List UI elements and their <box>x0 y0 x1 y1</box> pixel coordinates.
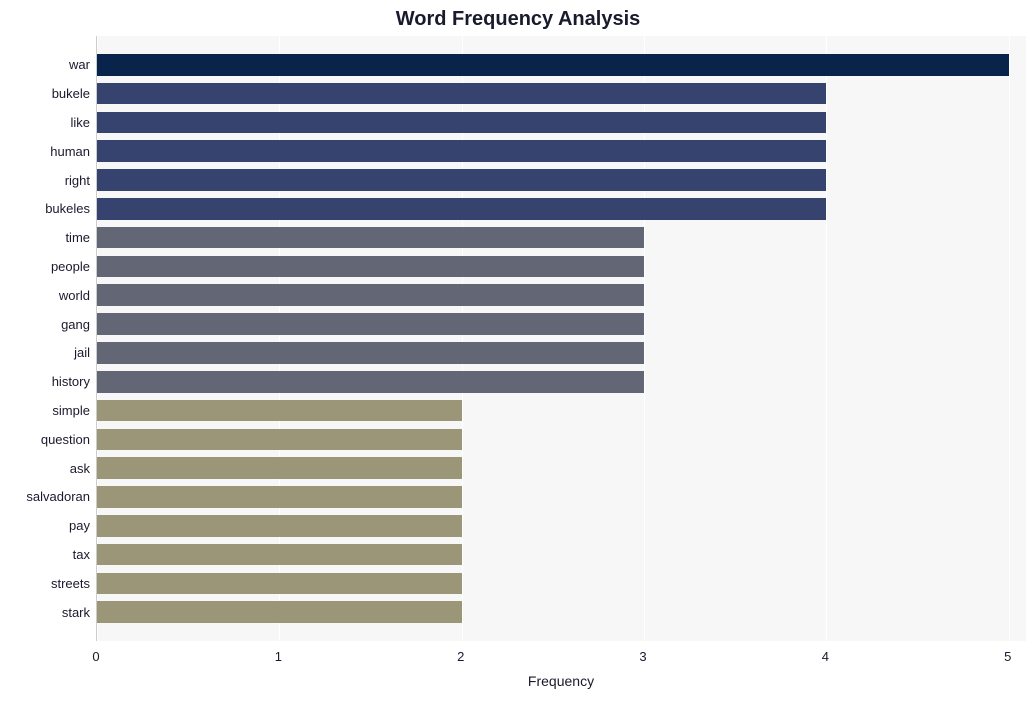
y-tick-label: human <box>50 144 90 159</box>
y-tick-label: streets <box>51 576 90 591</box>
x-tick-label: 4 <box>822 649 829 664</box>
x-tick-label: 3 <box>639 649 646 664</box>
x-tick-label: 0 <box>92 649 99 664</box>
y-tick-label: jail <box>74 345 90 360</box>
plot-area <box>96 36 1026 641</box>
bar <box>97 256 644 278</box>
y-tick-label: right <box>65 173 90 188</box>
bar <box>97 169 826 191</box>
y-tick-label: bukeles <box>45 201 90 216</box>
y-tick-label: question <box>41 432 90 447</box>
bar <box>97 371 644 393</box>
y-tick-label: stark <box>62 605 90 620</box>
bar <box>97 544 462 566</box>
bar <box>97 573 462 595</box>
y-tick-label: people <box>51 259 90 274</box>
x-tick-label: 1 <box>275 649 282 664</box>
y-tick-label: like <box>70 115 90 130</box>
bar <box>97 112 826 134</box>
y-tick-label: world <box>59 288 90 303</box>
word-frequency-chart: Word Frequency Analysis Frequency 0 1 2 3 4 5… <box>0 0 1036 701</box>
y-tick-label: ask <box>70 461 90 476</box>
y-tick-label: tax <box>73 547 90 562</box>
bar <box>97 83 826 105</box>
y-tick-label: history <box>52 374 90 389</box>
bar <box>97 342 644 364</box>
bar <box>97 486 462 508</box>
bar <box>97 198 826 220</box>
gridline <box>1009 36 1010 641</box>
y-tick-label: gang <box>61 317 90 332</box>
bar <box>97 284 644 306</box>
x-tick-label: 5 <box>1004 649 1011 664</box>
y-tick-label: war <box>69 57 90 72</box>
bar <box>97 54 1009 76</box>
y-tick-label: salvadoran <box>26 489 90 504</box>
bar <box>97 400 462 422</box>
bar <box>97 429 462 451</box>
gridline <box>826 36 827 641</box>
bar <box>97 227 644 249</box>
bar <box>97 313 644 335</box>
x-tick-label: 2 <box>457 649 464 664</box>
y-tick-label: bukele <box>52 86 90 101</box>
x-axis-title: Frequency <box>96 673 1026 689</box>
y-tick-label: pay <box>69 518 90 533</box>
bar <box>97 601 462 623</box>
bar <box>97 457 462 479</box>
chart-title: Word Frequency Analysis <box>0 8 1036 31</box>
y-tick-label: simple <box>52 403 90 418</box>
bar <box>97 515 462 537</box>
bar <box>97 140 826 162</box>
y-tick-label: time <box>65 230 90 245</box>
